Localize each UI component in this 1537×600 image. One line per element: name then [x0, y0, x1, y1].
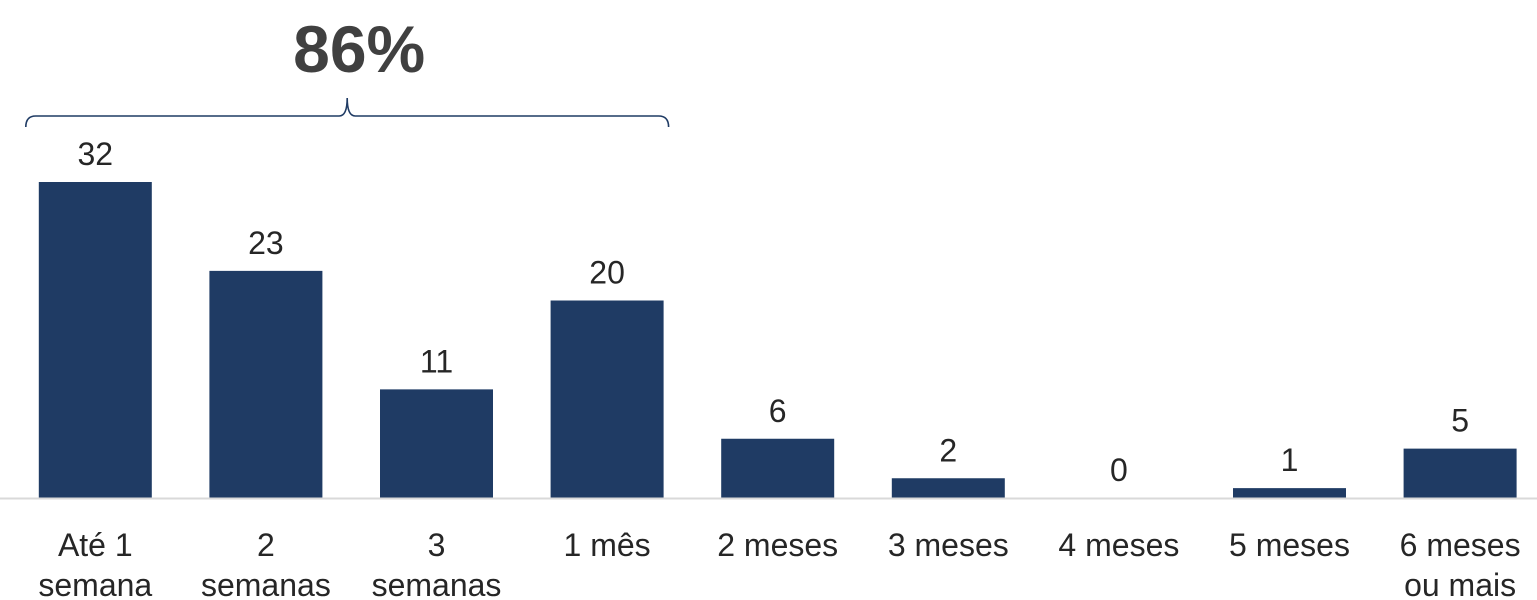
x-tick-label: 5 meses	[1229, 527, 1350, 563]
x-tick-label: 3 meses	[888, 527, 1009, 563]
x-tick-label-line: 2 meses	[717, 527, 838, 563]
bar	[38, 182, 152, 498]
x-tick-label-line: 2	[257, 527, 275, 563]
bar	[550, 300, 664, 498]
annotation-group: 86%	[25, 12, 670, 128]
bar-value-label: 5	[1451, 403, 1469, 439]
bar-value-label: 32	[78, 136, 114, 172]
x-tick-label: 2 semanas	[201, 527, 331, 600]
x-tick-label: Até 1 semana	[38, 527, 152, 600]
x-tick-label-line: 5 meses	[1229, 527, 1350, 563]
bars-group	[38, 182, 1517, 498]
bar	[1233, 488, 1346, 498]
bar	[1403, 448, 1517, 498]
x-tick-label: 2 meses	[717, 527, 838, 563]
x-tick-label-line: 6 meses	[1400, 527, 1521, 563]
x-tick-label-line: semanas	[372, 567, 502, 600]
x-tick-label-line: semanas	[201, 567, 331, 600]
bar	[209, 270, 323, 498]
x-tick-label-line: 3	[428, 527, 446, 563]
x-tick-label: 3 semanas	[372, 527, 502, 600]
bar-value-label: 6	[769, 393, 787, 429]
bar-value-label: 0	[1110, 452, 1128, 488]
x-tick-label-line: 3 meses	[888, 527, 1009, 563]
bar	[721, 438, 835, 498]
x-tick-label-line: Até 1	[58, 527, 133, 563]
brace-annotation	[25, 97, 670, 128]
x-tick-label-line: 1 mês	[564, 527, 651, 563]
bar-value-label: 20	[589, 255, 625, 291]
bar-value-label: 2	[939, 432, 957, 468]
bar	[891, 478, 1005, 498]
x-tick-label: 6 meses ou mais	[1400, 527, 1521, 600]
x-tick-label: 1 mês	[564, 527, 651, 563]
bar-value-label: 1	[1281, 442, 1299, 478]
bar-value-label: 11	[420, 343, 453, 379]
brace-annotation-label: 86%	[293, 12, 425, 86]
bar-value-label: 23	[248, 225, 284, 261]
bar	[380, 389, 493, 498]
x-tick-label: 4 meses	[1058, 527, 1179, 563]
x-tick-label-line: ou mais	[1404, 567, 1516, 600]
x-tick-labels-group: Até 1 semana 2 semanas 3 semanas 1 mês 2 meses 3…	[38, 527, 1520, 600]
x-tick-label-line: 4 meses	[1058, 527, 1179, 563]
x-tick-label-line: semana	[38, 567, 152, 600]
